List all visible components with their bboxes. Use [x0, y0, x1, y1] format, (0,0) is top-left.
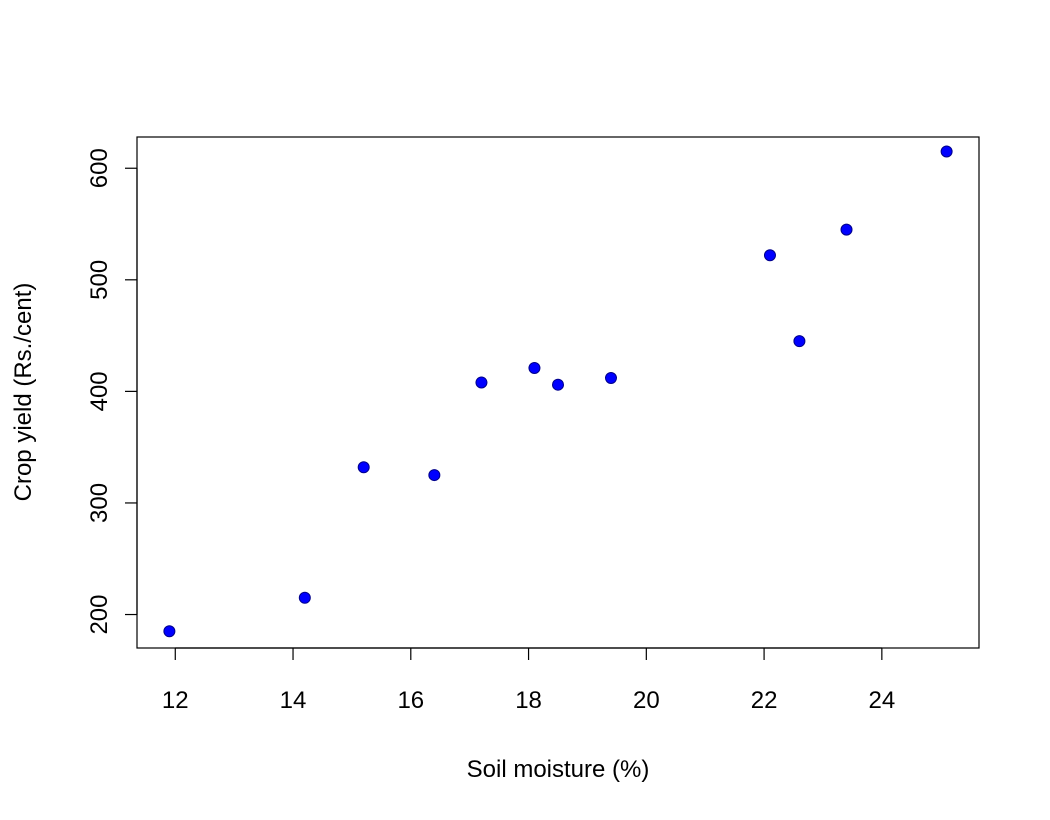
data-point — [357, 461, 370, 474]
data-point — [428, 469, 441, 482]
x-tick-label: 12 — [162, 687, 189, 714]
y-tick-label: 500 — [86, 260, 113, 300]
data-point — [763, 249, 776, 262]
x-tick-label: 18 — [515, 687, 542, 714]
data-point — [163, 625, 176, 638]
y-axis: 200 300 400 500 600 — [86, 148, 138, 635]
data-point — [528, 361, 541, 374]
y-tick-label: 200 — [86, 595, 113, 635]
x-tick-label: 22 — [751, 687, 778, 714]
x-tick-label: 14 — [280, 687, 307, 714]
x-axis-title: Soil moisture (%) — [467, 756, 650, 783]
x-tick-label: 16 — [397, 687, 424, 714]
data-point — [940, 145, 953, 158]
x-tick-label: 24 — [868, 687, 895, 714]
data-point — [604, 371, 617, 384]
y-tick-label: 400 — [86, 371, 113, 411]
x-tick-label: 20 — [633, 687, 660, 714]
data-point — [840, 223, 853, 236]
y-axis-title: Crop yield (Rs./cent) — [10, 283, 37, 502]
x-axis: 12 14 16 18 20 22 24 — [162, 647, 895, 714]
plot-frame — [136, 136, 980, 649]
data-point — [793, 335, 806, 348]
data-point — [298, 591, 311, 604]
y-tick-label: 600 — [86, 148, 113, 188]
data-point — [552, 378, 564, 391]
data-point — [475, 376, 488, 389]
y-tick-label: 300 — [86, 483, 113, 523]
data-points — [163, 145, 953, 638]
